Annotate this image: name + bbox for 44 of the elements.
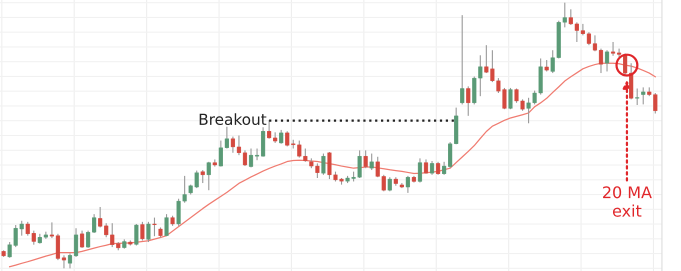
candlestick: [62, 254, 66, 269]
candlestick: [254, 148, 260, 161]
candlestick: [406, 175, 410, 194]
candlestick: [508, 87, 513, 110]
candlestick: [364, 150, 368, 169]
candlestick: [514, 88, 519, 104]
candlestick: [134, 223, 138, 246]
ref-line-label: Breakout: [200, 113, 266, 126]
candlestick: [436, 161, 440, 176]
candlestick: [279, 129, 284, 144]
candlestick: [80, 230, 84, 248]
candlestick: [333, 171, 338, 182]
candlestick: [74, 228, 78, 258]
candlestick: [122, 238, 126, 250]
annotation: 20 MA exit: [603, 186, 652, 217]
candlestick: [430, 160, 434, 176]
candlestick: [242, 150, 248, 167]
candlestick: [635, 88, 640, 106]
candlestick: [418, 158, 422, 184]
candlestick: [158, 226, 163, 238]
candlestick: [370, 153, 374, 171]
candlestick: [604, 50, 610, 72]
candlestick: [327, 151, 332, 180]
candlestick: [152, 217, 157, 237]
candlestick: [460, 14, 464, 105]
candlestick: [170, 215, 175, 226]
candlestick: [424, 158, 428, 174]
candlestick: [248, 148, 254, 168]
candlestick: [466, 86, 470, 116]
candlestick: [544, 59, 549, 72]
candlestick: [164, 214, 169, 237]
candlestick: [520, 98, 525, 112]
candlestick: [68, 252, 72, 269]
candlestick: [236, 134, 242, 156]
candlestick: [230, 136, 235, 154]
candlestick: [641, 86, 646, 105]
candlestick: [200, 169, 205, 184]
candlestick: [321, 153, 326, 176]
candlestick: [598, 48, 604, 74]
candlestick: [592, 34, 598, 52]
candlestick: [206, 161, 211, 191]
candlestick: [388, 176, 392, 192]
candlestick: [140, 221, 144, 241]
candlestick: [146, 221, 151, 243]
